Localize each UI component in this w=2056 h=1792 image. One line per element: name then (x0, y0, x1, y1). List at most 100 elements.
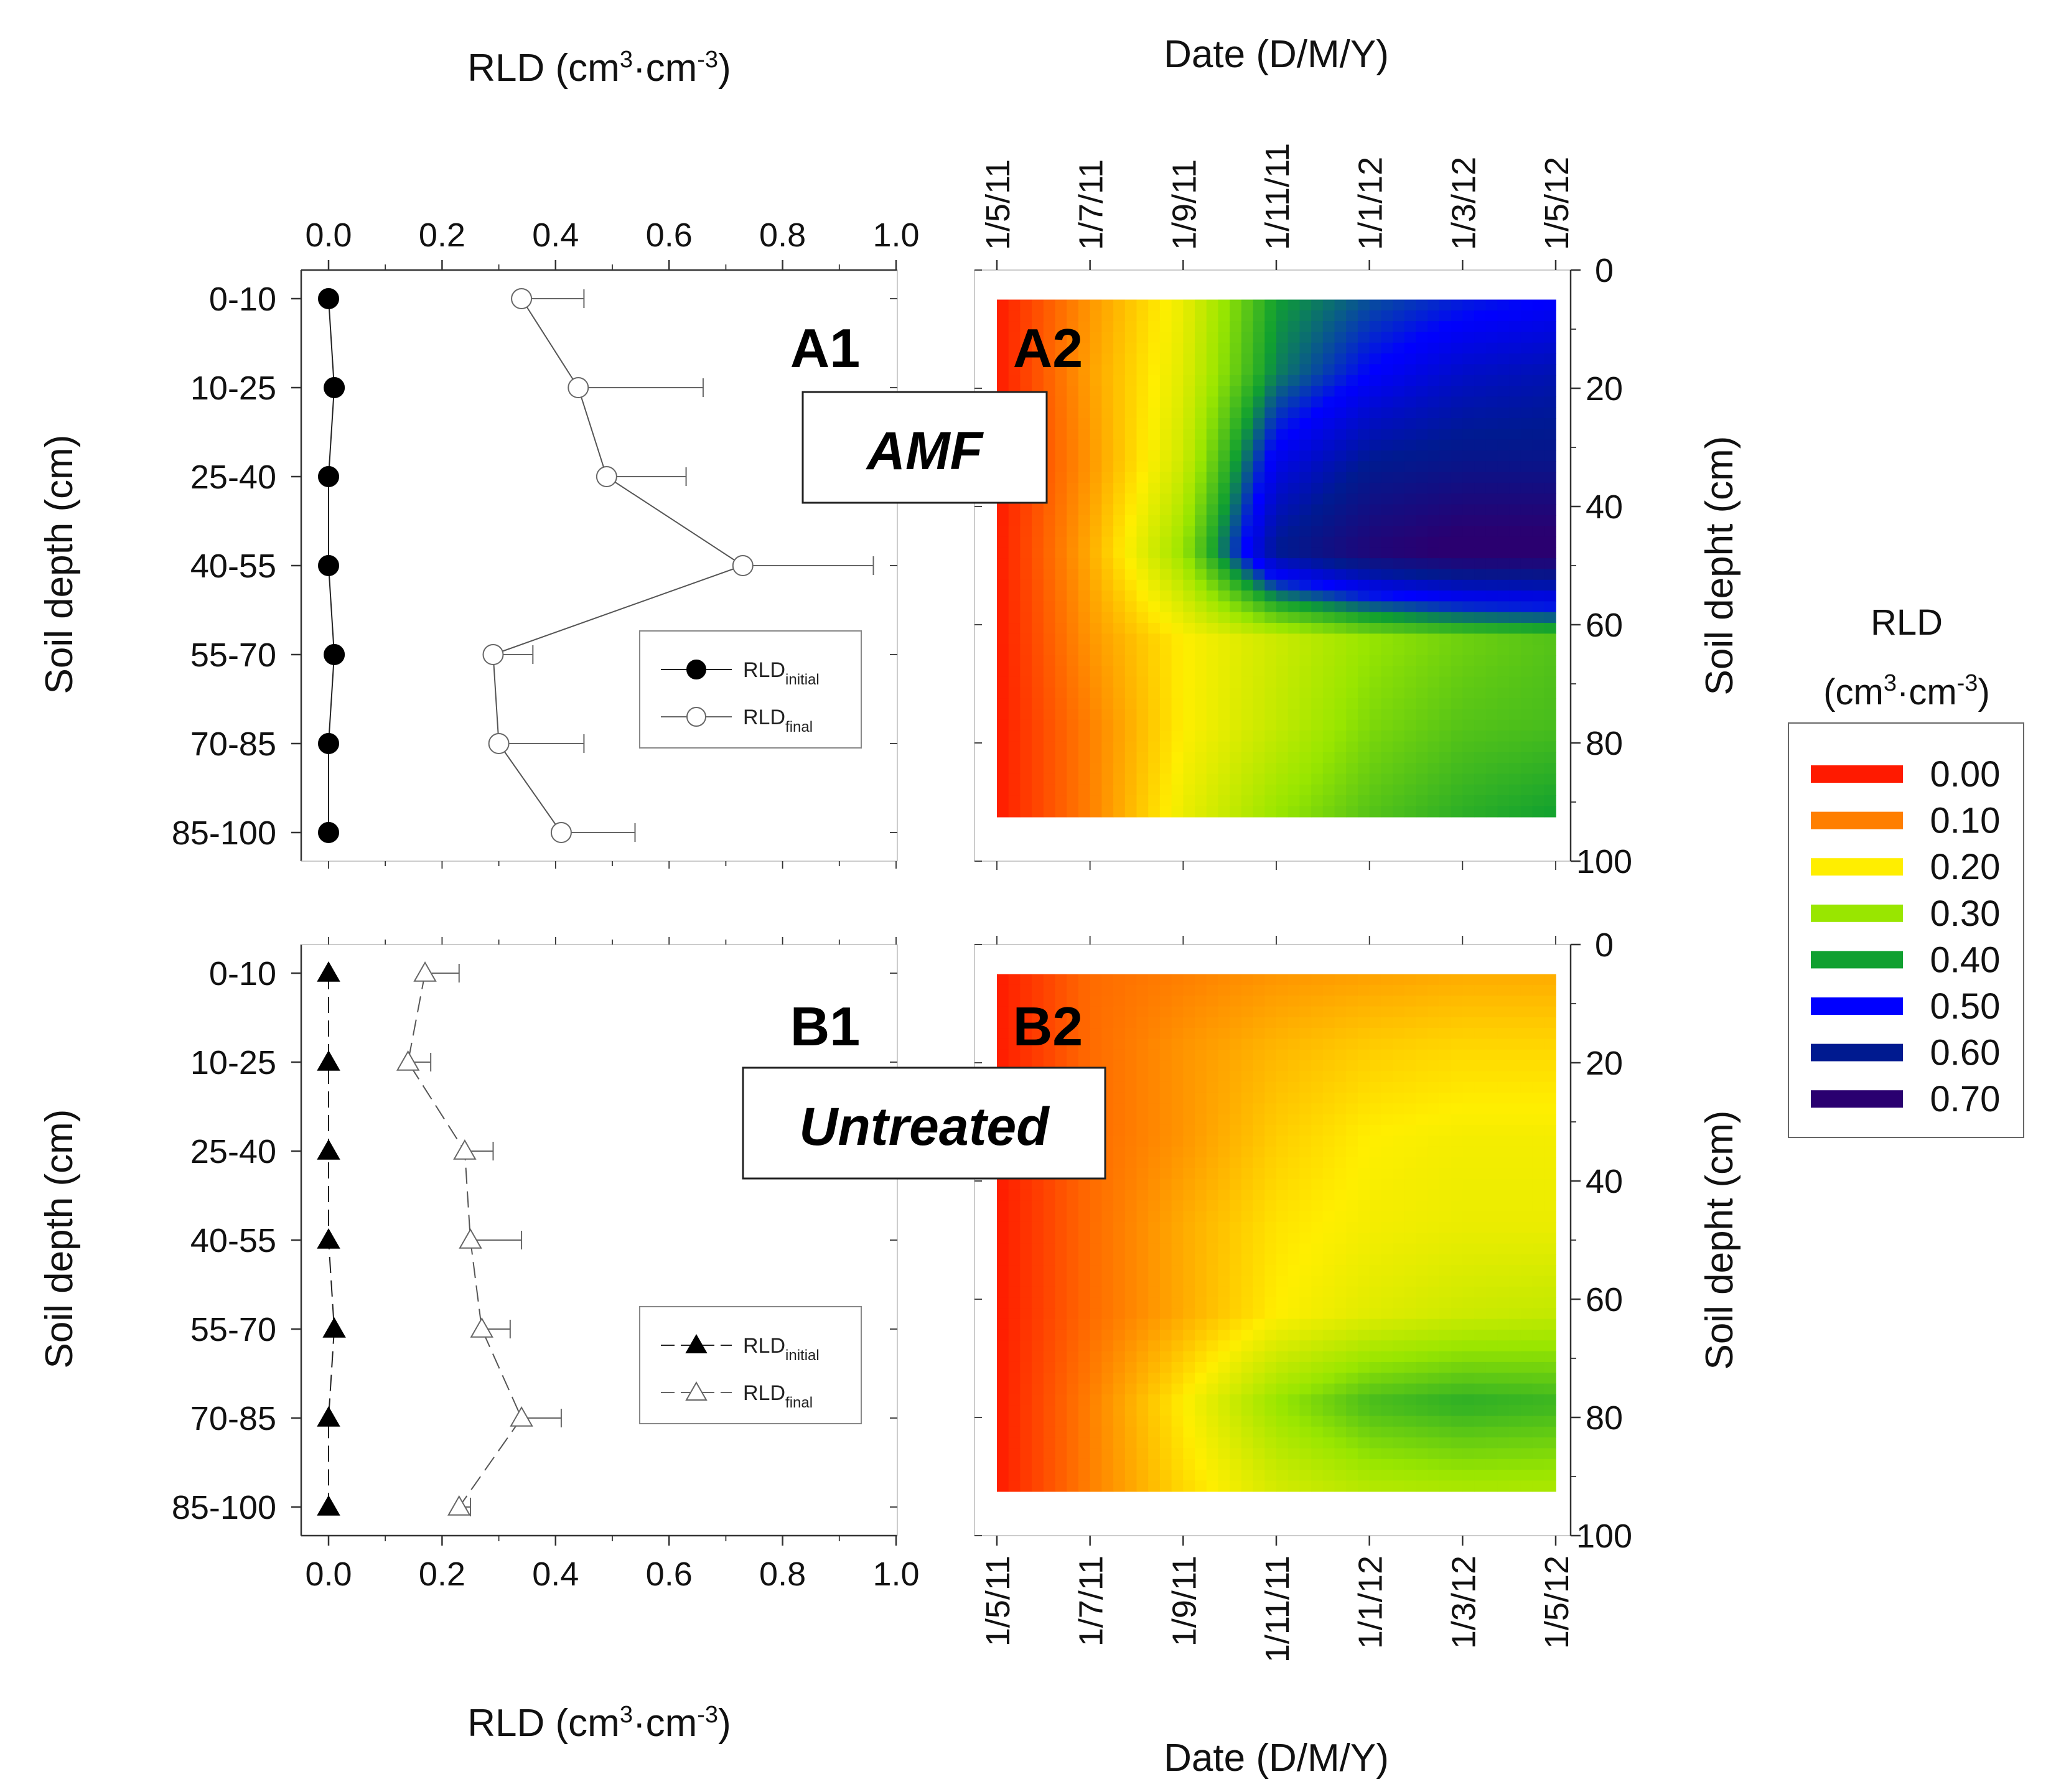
y-tick-label: 20 (1586, 370, 1623, 408)
heatmap-cell (997, 1233, 1009, 1244)
heatmap-cell (1159, 579, 1172, 591)
heatmap-cell (1532, 536, 1545, 548)
heatmap-cell (1287, 353, 1301, 365)
heatmap-cell (1241, 601, 1254, 613)
heatmap-cell (1485, 1351, 1498, 1363)
heatmap-cell (1148, 1437, 1161, 1449)
heatmap-cell (1287, 984, 1301, 996)
heatmap-cell (1195, 1308, 1207, 1320)
heatmap-cell (1439, 1340, 1452, 1352)
heatmap-cell (1393, 687, 1405, 699)
heatmap-cell (1136, 974, 1149, 986)
heatmap-cell (1206, 612, 1219, 623)
heatmap-cell (1497, 472, 1510, 483)
heatmap-cell (1428, 1157, 1440, 1169)
heatmap-cell (1020, 1038, 1032, 1050)
heatmap-cell (1055, 1006, 1068, 1018)
heatmap-cell (1439, 1114, 1452, 1126)
heatmap-cell (1171, 386, 1184, 398)
heatmap-cell (1264, 996, 1277, 1007)
heatmap-cell (1183, 773, 1195, 785)
heatmap-cell (1171, 310, 1184, 322)
heatmap-cell (1439, 623, 1452, 635)
heatmap-cell (1520, 1265, 1533, 1277)
heatmap-cell (1334, 1286, 1347, 1298)
heatmap-cell (1509, 396, 1521, 408)
heatmap-cell (1462, 342, 1475, 354)
heatmap-cell (1113, 763, 1126, 775)
heatmap-cell (1171, 644, 1184, 656)
heatmap-cell (1032, 773, 1044, 785)
heatmap-cell (1264, 795, 1277, 807)
heatmap-cell (1136, 996, 1149, 1007)
heatmap-cell (1032, 763, 1044, 775)
heatmap-cell (1171, 687, 1184, 699)
heatmap-cell (997, 623, 1009, 635)
heatmap-cell (1032, 375, 1044, 386)
heatmap-cell (1509, 526, 1521, 538)
heatmap-cell (1485, 569, 1498, 581)
heatmap-cell (1078, 375, 1091, 386)
heatmap-cell (1078, 996, 1091, 1007)
heatmap-cell (1439, 763, 1452, 775)
legend-label-base: RLD (743, 658, 785, 682)
heatmap-cell (1532, 984, 1545, 996)
heatmap-cell (1136, 515, 1149, 526)
heatmap-cell (1230, 806, 1242, 818)
heatmap-cell (1299, 1318, 1312, 1330)
heatmap-cell (1136, 1448, 1149, 1460)
heatmap-cell (1183, 1308, 1195, 1320)
heatmap-cell (1532, 1114, 1545, 1126)
heatmap-cell (1404, 1233, 1417, 1244)
heatmap-cell (1253, 472, 1266, 483)
heatmap-cell (1416, 396, 1429, 408)
heatmap-cell (1008, 364, 1021, 376)
heatmap-cell (1043, 1189, 1056, 1201)
heatmap-cell (1195, 1416, 1207, 1427)
heatmap-cell (1206, 450, 1219, 462)
heatmap-cell (1264, 386, 1277, 398)
heatmap-cell (1509, 974, 1521, 986)
heatmap-cell (1334, 1124, 1347, 1137)
heatmap-cell (1520, 1318, 1533, 1330)
heatmap-cell (1474, 472, 1487, 483)
heatmap-cell (1055, 1308, 1068, 1320)
heatmap-cell (1462, 321, 1475, 333)
heatmap-cell (1462, 1405, 1475, 1417)
heatmap-cell (1346, 1265, 1358, 1277)
heatmap-cell (1276, 719, 1289, 732)
heatmap-cell (1148, 996, 1161, 1007)
data-point (317, 961, 340, 982)
heatmap-cell (1369, 353, 1382, 365)
heatmap-cell (1393, 547, 1405, 559)
x-tick-label: 0.4 (532, 1556, 579, 1593)
heatmap-cell (1020, 1437, 1032, 1449)
colorbar-label: 0.00 (1930, 754, 2001, 795)
heatmap-cell (1404, 676, 1417, 688)
heatmap-cell (1474, 709, 1487, 721)
heatmap-cell (1369, 1426, 1382, 1438)
heatmap-cell (1299, 730, 1312, 742)
heatmap-cell (1183, 590, 1195, 602)
heatmap-cell (1474, 536, 1487, 548)
heatmap-cell (1264, 666, 1277, 678)
heatmap-cell (1346, 375, 1358, 386)
heatmap-cell (1357, 493, 1370, 505)
heatmap-cell (1078, 461, 1091, 473)
heatmap-cell (997, 1028, 1009, 1040)
heatmap-cell (1497, 450, 1510, 462)
heatmap-cell (1159, 1124, 1172, 1137)
heatmap-cell (1136, 396, 1149, 408)
heatmap-cell (1474, 493, 1487, 505)
heatmap-cell (1264, 1329, 1277, 1342)
heatmap-cell (1148, 687, 1161, 699)
heatmap-cell (1287, 996, 1301, 1007)
heatmap-cell (1357, 655, 1370, 667)
heatmap-cell (1171, 493, 1184, 505)
heatmap-cell (1206, 1103, 1219, 1115)
heatmap-cell (1055, 1211, 1068, 1223)
heatmap-cell (1520, 375, 1533, 386)
heatmap-cell (1264, 504, 1277, 516)
heatmap-cell (1509, 1405, 1521, 1417)
heatmap-cell (1346, 321, 1358, 333)
